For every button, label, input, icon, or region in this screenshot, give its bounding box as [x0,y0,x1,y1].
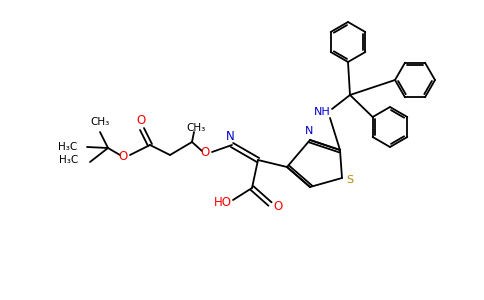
Text: O: O [136,115,146,128]
Text: N: N [305,126,313,136]
Text: NH: NH [314,107,331,117]
Text: O: O [119,151,128,164]
Text: O: O [273,200,283,212]
Text: CH₃: CH₃ [186,123,206,133]
Text: H₃C: H₃C [58,142,77,152]
Text: HO: HO [214,196,232,208]
Text: H₃C: H₃C [59,155,78,165]
Text: O: O [200,146,210,160]
Text: CH₃: CH₃ [91,117,109,127]
Text: S: S [347,175,354,185]
Text: N: N [226,130,234,143]
